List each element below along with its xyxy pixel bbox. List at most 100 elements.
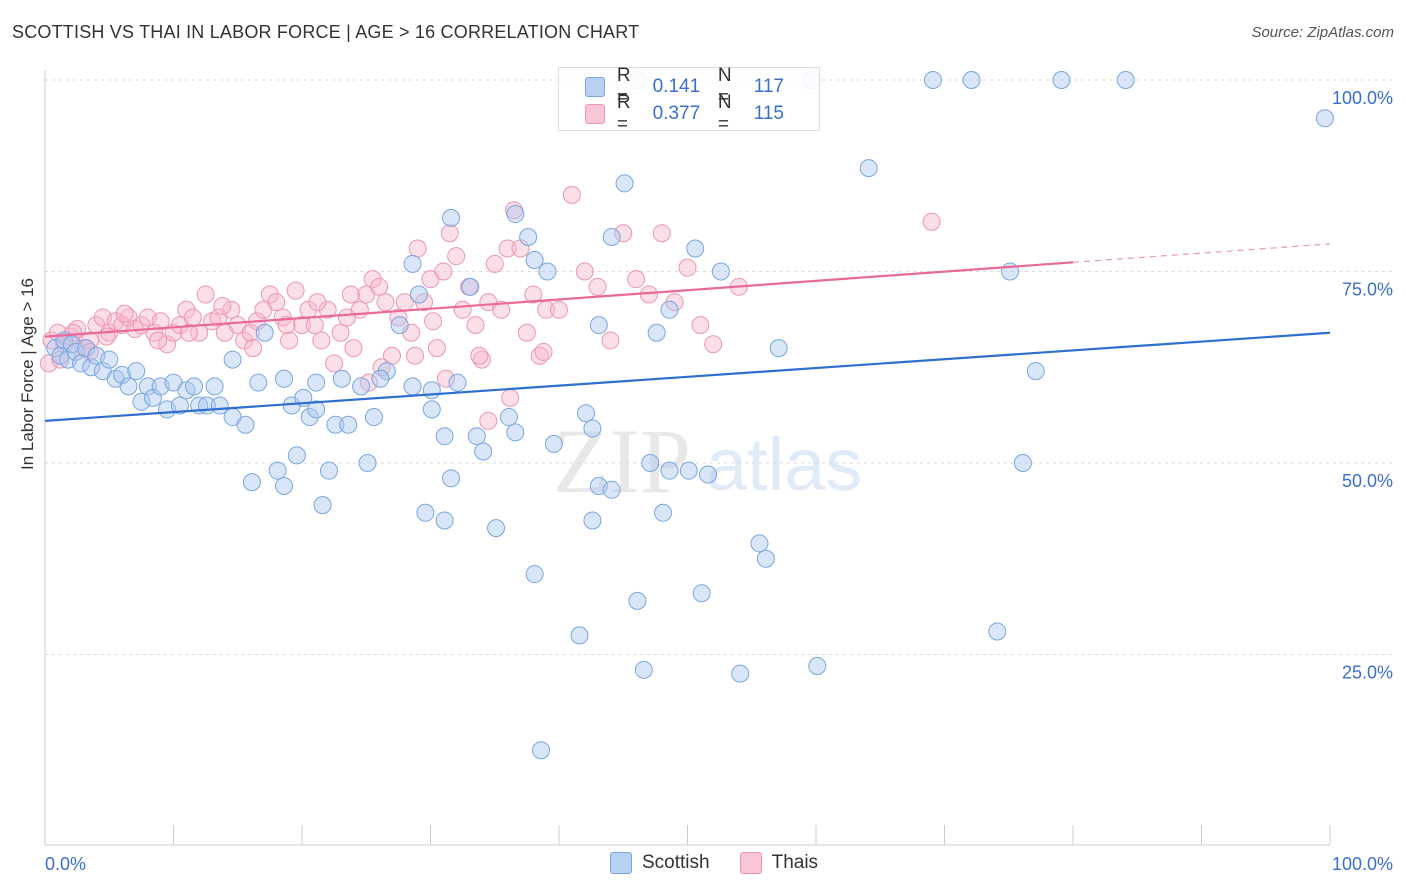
legend-swatch-scottish	[585, 77, 605, 97]
scottish-point	[435, 427, 454, 446]
scottish-point	[808, 656, 827, 675]
legend-r-value: 0.141	[652, 76, 701, 97]
scottish-point	[442, 208, 461, 227]
scottish-point	[647, 323, 666, 342]
thai-point	[470, 346, 489, 365]
thai-point	[498, 239, 517, 258]
scottish-point	[731, 664, 750, 683]
y-tick-label: 100.0%	[1332, 88, 1393, 108]
thai-point	[376, 293, 395, 312]
scottish-point	[756, 549, 775, 568]
scottish-point	[570, 626, 589, 645]
thai-point	[280, 331, 299, 350]
trend-lines	[44, 243, 1331, 422]
scottish-point	[403, 254, 422, 273]
scottish-point	[249, 373, 268, 392]
scottish-point	[525, 565, 544, 584]
scottish-point	[602, 228, 621, 247]
scottish-point	[236, 415, 255, 434]
thai-point	[562, 185, 581, 204]
scottish-point	[859, 159, 878, 178]
thai-point	[453, 300, 472, 319]
scottish-point	[326, 415, 345, 434]
thai-point	[158, 335, 177, 354]
scottish-point	[352, 377, 371, 396]
scottish-point	[506, 205, 525, 224]
scottish-point	[307, 400, 326, 419]
scottish-point	[82, 358, 101, 377]
thai-point	[408, 239, 427, 258]
scottish-point	[654, 503, 673, 522]
thai-point	[64, 323, 83, 342]
bottom-legend-swatch-scottish	[610, 852, 632, 874]
thai-point	[575, 262, 594, 281]
scottish-point	[416, 503, 435, 522]
scottish-point	[100, 350, 119, 369]
thai-point	[678, 258, 697, 277]
scottish-point	[519, 228, 538, 247]
chart-title: SCOTTISH VS THAI IN LABOR FORCE | AGE > …	[12, 22, 640, 42]
thai-trend-extension	[1072, 243, 1331, 263]
thai-point	[149, 331, 168, 350]
scottish-point	[113, 365, 132, 384]
scottish-point	[615, 174, 634, 193]
bottom-legend-thai: Thais	[739, 852, 819, 874]
thai-point	[190, 323, 209, 342]
thai-point	[517, 323, 536, 342]
scottish-point	[538, 262, 557, 281]
scottish-point	[679, 461, 698, 480]
scottish-point	[223, 350, 242, 369]
scottish-point	[769, 339, 788, 358]
thai-point	[614, 224, 633, 243]
gridlines	[45, 79, 1392, 655]
thai-points	[39, 185, 941, 430]
legend-row-scottish: R = 0.141 N = 117	[585, 65, 819, 108]
thai-point	[492, 300, 511, 319]
thai-point	[466, 316, 485, 335]
tick-labels: 25.0% 50.0% 75.0% 100.0% 0.0% 100.0%	[45, 88, 1393, 874]
scottish-point	[403, 377, 422, 396]
thai-point	[305, 316, 324, 335]
scottish-point	[532, 741, 551, 760]
x-tick-label: 0.0%	[45, 854, 86, 874]
scottish-point	[692, 584, 711, 603]
legend-r-value: 0.377	[652, 103, 701, 124]
legend-n-label: N =	[717, 65, 732, 108]
bottom-legend-swatch-thai	[739, 852, 762, 874]
thai-point	[151, 312, 170, 331]
scottish-point	[699, 465, 718, 484]
scottish-point	[962, 71, 981, 89]
thai-point	[241, 323, 260, 342]
thai-point	[691, 316, 710, 335]
scottish-point	[525, 251, 544, 270]
y-axis-label: In Labor Force | Age > 16	[18, 277, 37, 470]
scottish-point	[377, 362, 396, 381]
bottom-legend-label-thai: Thais	[771, 852, 819, 873]
scottish-point	[300, 408, 319, 427]
thai-point	[267, 293, 286, 312]
thai-point	[485, 254, 504, 273]
scottish-point	[711, 262, 730, 281]
thai-point	[424, 312, 443, 331]
scottish-point	[127, 362, 146, 381]
scottish-point	[242, 473, 261, 492]
thai-point	[479, 411, 498, 430]
scottish-point	[119, 377, 138, 396]
thai-point	[427, 339, 446, 358]
scottish-point	[660, 461, 679, 480]
legend-n-value: 117	[753, 76, 784, 97]
scottish-point	[499, 408, 518, 427]
thai-point	[363, 270, 382, 289]
thai-point	[406, 346, 425, 365]
thai-point	[501, 388, 520, 407]
thai-point	[312, 331, 331, 350]
thai-point	[627, 270, 646, 289]
thai-point	[308, 293, 327, 312]
thai-point	[344, 339, 363, 358]
legend-row-thai: R = 0.377 N = 115	[585, 92, 819, 135]
legend-r-label: R =	[616, 92, 631, 135]
scottish-point	[506, 423, 525, 442]
scottish-point	[307, 373, 326, 392]
scottish-point	[390, 316, 409, 335]
scottish-point	[287, 446, 306, 465]
